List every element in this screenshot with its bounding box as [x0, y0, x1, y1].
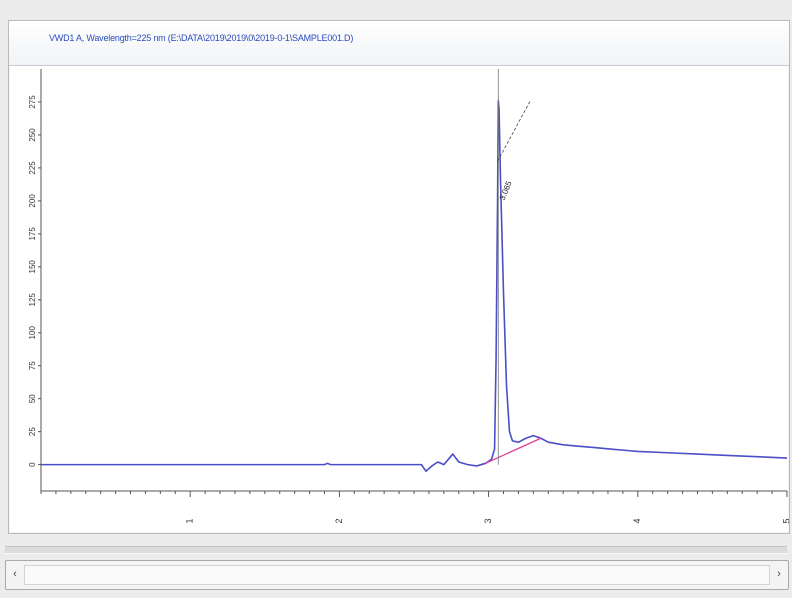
y-tick-label: 225 [28, 161, 37, 175]
chart-panel: VWD1 A, Wavelength=225 nm (E:\DATA\2019\… [8, 20, 790, 534]
scroll-track[interactable] [24, 565, 770, 585]
horizontal-scrollbar[interactable]: ‹ › [5, 560, 789, 590]
y-tick-label: 0 [28, 462, 37, 467]
y-tick-label: 25 [28, 427, 37, 436]
pane-divider[interactable] [5, 546, 787, 554]
chromatogram-plot: 0 25 50 75 100 125 150 175 200 225 250 275 1 2 3 4 5 3.0… [28, 69, 789, 524]
x-tick-label: 5 [781, 518, 789, 523]
x-tick-label: 1 [185, 518, 195, 523]
y-tick-label: 75 [28, 361, 37, 370]
plot-marks: 3.065 [41, 69, 788, 473]
scroll-left-arrow-icon[interactable]: ‹ [13, 568, 17, 580]
signal-line [41, 99, 788, 473]
y-tick-label: 150 [28, 260, 37, 274]
peak-tangent-line [497, 100, 531, 162]
y-tick-label: 200 [28, 194, 37, 208]
y-tick-label: 275 [28, 95, 37, 109]
signal-title: VWD1 A, Wavelength=225 nm (E:\DATA\2019\… [49, 33, 354, 43]
signal-header: VWD1 A, Wavelength=225 nm (E:\DATA\2019\… [9, 21, 789, 66]
y-tick-label: 125 [28, 293, 37, 307]
y-tick-label: 50 [28, 394, 37, 403]
integration-baseline-line [485, 437, 542, 464]
axes: 0 25 50 75 100 125 150 175 200 225 250 275 1 2 3 4 5 [28, 69, 789, 524]
x-tick-label: 3 [483, 518, 493, 523]
y-tick-label: 100 [28, 326, 37, 340]
y-tick-label: 250 [28, 128, 37, 142]
y-tick-label: 175 [28, 227, 37, 241]
x-tick-label: 2 [334, 518, 344, 523]
scroll-right-arrow-icon[interactable]: › [777, 568, 781, 580]
x-tick-label: 4 [632, 518, 642, 523]
